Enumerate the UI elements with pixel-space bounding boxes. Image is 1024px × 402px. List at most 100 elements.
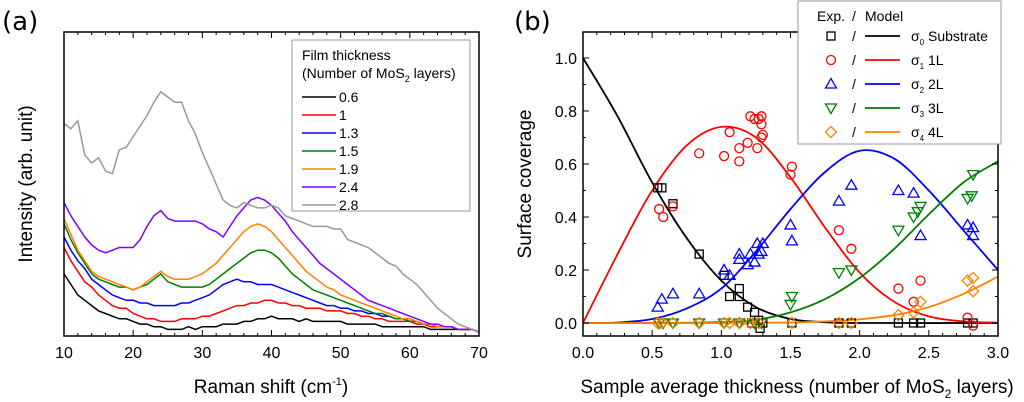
x-tick-label: 20 — [124, 345, 142, 362]
panel-a: (a) 10 20 30 40 50 60 70 Raman shift (cm-1) In… — [2, 7, 488, 398]
spectrum-line-2.8 — [63, 90, 480, 333]
exp-point-4L — [666, 316, 680, 330]
exp-point-1L — [667, 201, 679, 212]
exp-point-3L — [960, 193, 975, 206]
exp-point-3L — [692, 318, 706, 330]
exp-point-4L — [655, 316, 669, 330]
exp-point-4L — [844, 316, 858, 330]
exp-point-1L — [749, 113, 760, 125]
exp-point-4L — [966, 271, 980, 285]
exp-point-2L — [743, 247, 758, 259]
legend-marker-2L — [824, 77, 838, 89]
panel-b-legend-box — [797, 0, 1002, 145]
exp-point-1L — [753, 113, 764, 125]
exp-point-Substrate — [915, 318, 926, 328]
exp-point-2L — [747, 255, 762, 267]
exp-point-4L — [732, 316, 746, 330]
x-tick-label: 70 — [470, 345, 488, 362]
legend-marker-4L — [824, 125, 838, 139]
legend-title-line1: Film thickness — [302, 47, 391, 63]
x-axis-title-subscript: 2 — [945, 387, 952, 401]
exp-point-4L — [891, 308, 905, 322]
legend-title-sub: 2 — [405, 74, 410, 84]
exp-point-4L — [717, 316, 731, 330]
exp-point-1L — [908, 296, 919, 307]
exp-point-1L — [756, 111, 767, 122]
exp-point-Substrate — [787, 318, 797, 328]
exp-point-3L — [832, 267, 846, 280]
exp-point-2L — [960, 218, 975, 230]
exp-point-4L — [785, 316, 799, 330]
y-tick-label: 0.6 — [555, 157, 577, 174]
panel-b-exp-points — [651, 111, 980, 333]
exp-point-1L — [734, 156, 745, 167]
legend-label-2.4: 2.4 — [339, 179, 359, 195]
exp-point-2L — [844, 178, 858, 190]
spectrum-line-2.4 — [63, 196, 480, 333]
exp-point-3L — [666, 318, 680, 330]
panel-b: (b) 0.0 0.5 1.0 1.5 2.0 2.5 3.0 0.0 0.2 0.4 0.6 0.8… — [514, 0, 1014, 401]
legend-label-0.6: 0.6 — [339, 89, 359, 105]
model-line-2L — [582, 149, 999, 324]
y-tick-label: 0.0 — [555, 316, 577, 333]
legend-label-1.5: 1.5 — [339, 143, 359, 159]
x-tick-label: 50 — [332, 345, 350, 362]
legend-label-3L: σ3 3L — [911, 100, 944, 119]
exp-point-1L — [653, 203, 665, 215]
exp-point-1L — [694, 148, 705, 159]
x-axis-title-end: ) — [342, 377, 348, 398]
exp-point-4L — [832, 316, 846, 330]
y-tick-label: 1.0 — [555, 51, 577, 68]
exp-point-4L — [914, 295, 927, 309]
exp-point-1L — [718, 150, 730, 162]
exp-point-1L — [724, 127, 735, 138]
exp-point-1L — [786, 161, 798, 172]
legend-separator: / — [852, 52, 856, 68]
exp-point-4L — [907, 305, 921, 319]
exp-point-3L — [965, 191, 979, 203]
exp-point-3L — [732, 318, 746, 330]
legend-label-Substrate: σ0 Substrate — [911, 28, 988, 47]
exp-point-1L — [752, 142, 763, 154]
exp-point-2L — [651, 300, 665, 312]
exp-point-2L — [732, 247, 746, 259]
exp-point-4L — [651, 316, 665, 330]
exp-point-1L — [846, 243, 857, 254]
exp-point-3L — [906, 212, 921, 224]
panel-a-series — [63, 90, 480, 333]
legend-label-1.9: 1.9 — [339, 161, 359, 177]
x-tick-label: 3.0 — [987, 345, 1009, 362]
legend-separator: / — [852, 28, 856, 44]
x-axis-title-main: Sample average thickness (number of MoS — [580, 377, 944, 398]
legend-header-exp: Exp. — [817, 8, 845, 24]
exp-point-Substrate — [893, 318, 904, 328]
exp-point-1L — [962, 312, 973, 323]
legend-header-model: Model — [865, 8, 903, 24]
exp-point-2L — [752, 247, 766, 259]
exp-point-3L — [717, 318, 731, 330]
exp-point-3L — [913, 201, 928, 214]
exp-point-2L — [913, 228, 928, 241]
exp-point-4L — [723, 316, 737, 330]
x-tick-label: 2.5 — [918, 345, 940, 362]
exp-point-2L — [732, 252, 746, 265]
panel-a-x-ticks: 10 20 30 40 50 60 70 — [55, 32, 488, 362]
legend-label-1L: σ1 1L — [911, 52, 944, 71]
exp-point-2L — [783, 218, 798, 230]
legend-separator: / — [852, 124, 856, 140]
panel-b-legend: Exp. / Model / σ0 Substrate / σ1 1L / σ2 2L / σ… — [797, 0, 1002, 145]
panel-a-y-axis-title: Intensity (arb. unit) — [16, 105, 37, 262]
exp-point-3L — [966, 169, 980, 182]
exp-point-Substrate — [962, 318, 973, 328]
legend-marker-3L — [824, 103, 838, 115]
legend-marker-Substrate — [826, 31, 836, 41]
panel-a-x-axis-title: Raman shift (cm-1) — [194, 376, 348, 398]
exp-point-1L — [734, 142, 745, 154]
exp-point-2L — [966, 228, 980, 241]
exp-point-3L — [747, 318, 762, 330]
panel-a-legend: Film thickness (Number of MoS2 layers) 0… — [291, 39, 471, 213]
exp-point-1L — [658, 211, 669, 223]
x-tick-label: 1.0 — [710, 345, 732, 362]
y-tick-label: 0.8 — [555, 104, 577, 121]
